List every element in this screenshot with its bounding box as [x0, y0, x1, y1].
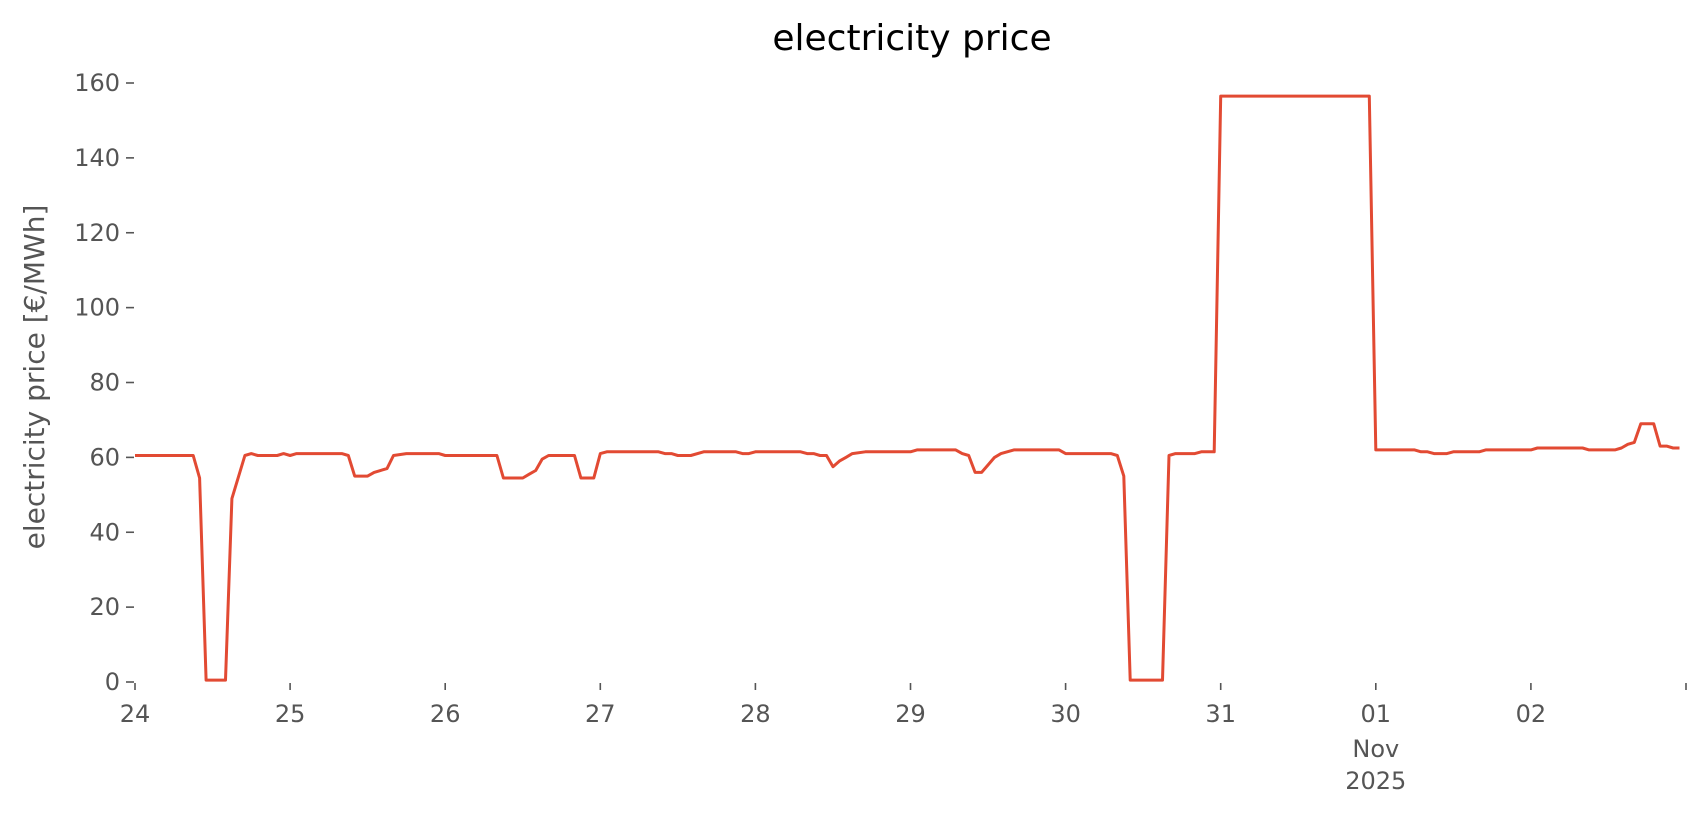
y-axis: 0 20 40 60 80 100 120 140 160	[74, 69, 134, 696]
y-tick-label: 160	[74, 69, 120, 97]
series-line	[135, 94, 1680, 682]
x-tick-label: 30	[1050, 700, 1081, 728]
series-layer	[135, 94, 1680, 682]
x-tick-label: 28	[740, 700, 771, 728]
x-tick-label: 26	[430, 700, 461, 728]
y-tick-label: 60	[89, 443, 120, 471]
x-tick-label: 25	[275, 700, 306, 728]
x-tick-label: 27	[585, 700, 616, 728]
y-tick-label: 40	[89, 518, 120, 546]
y-tick-label: 20	[89, 593, 120, 621]
y-tick-label: 100	[74, 294, 120, 322]
x-tick-label: 31	[1205, 700, 1236, 728]
x-tick-label: 24	[120, 700, 151, 728]
y-tick-label: 0	[105, 668, 120, 696]
x-tick-sublabel: Nov	[1352, 735, 1399, 763]
x-tick-label: 02	[1516, 700, 1547, 728]
x-axis: 24 25 26 27 28 29 30 31 01 Nov 2025 02	[120, 683, 1687, 795]
x-tick-sublabel: 2025	[1345, 767, 1406, 795]
y-axis-label: electricity price [€/MWh]	[18, 205, 51, 550]
chart-title: electricity price	[772, 18, 1051, 59]
x-tick-label: 29	[895, 700, 926, 728]
y-tick-label: 140	[74, 144, 120, 172]
x-tick-label: 01	[1361, 700, 1392, 728]
y-tick-label: 120	[74, 219, 120, 247]
y-tick-label: 80	[89, 369, 120, 397]
